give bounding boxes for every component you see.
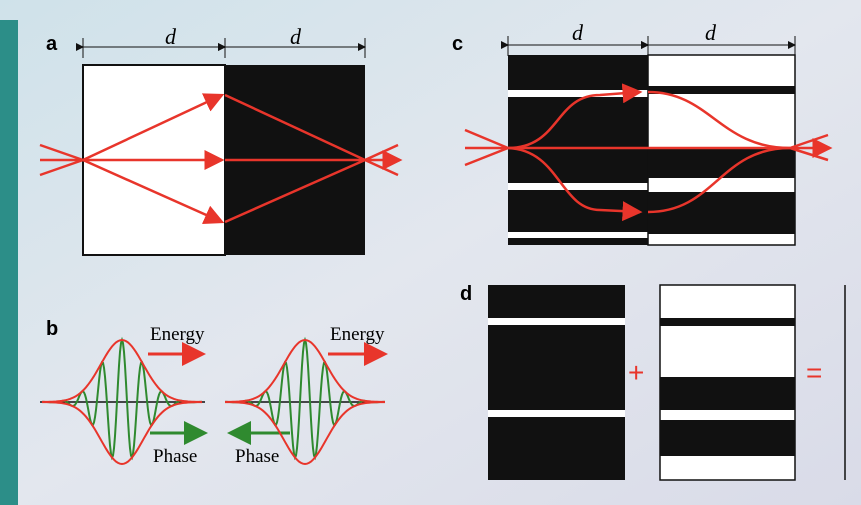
ray	[82, 158, 225, 225]
stripe	[508, 183, 648, 190]
stripe	[508, 232, 648, 238]
ray	[647, 90, 791, 214]
panel-b: b Energy Phase Energy Phase	[40, 318, 388, 467]
band	[648, 148, 795, 178]
band	[648, 192, 795, 234]
envelope	[225, 401, 385, 466]
ray	[789, 135, 830, 160]
panel-label: d	[460, 283, 472, 305]
ray	[82, 93, 225, 162]
stripe	[488, 318, 625, 325]
ray	[507, 146, 643, 222]
dark-medium	[488, 285, 625, 480]
ray	[507, 83, 643, 150]
ray	[364, 145, 400, 175]
side-strip	[0, 20, 18, 505]
width-label: d	[165, 24, 177, 49]
plus: +	[628, 357, 644, 388]
envelope	[42, 338, 202, 403]
width-label: d	[290, 24, 302, 49]
ray	[464, 128, 509, 167]
phase-label: Phase	[153, 446, 197, 467]
panel-d: d + =	[460, 283, 846, 481]
stripe	[488, 410, 625, 417]
band	[660, 420, 795, 456]
dark-medium	[508, 55, 648, 245]
band	[648, 86, 795, 94]
width-label: d	[572, 20, 584, 45]
panel-label: b	[46, 318, 58, 340]
stripe	[508, 90, 648, 97]
panel-c: c d d	[452, 20, 830, 246]
energy-label: Energy	[150, 324, 205, 345]
phase-label: Phase	[235, 446, 279, 467]
envelope	[42, 401, 202, 466]
panel-a: a d d	[39, 24, 400, 256]
envelope	[225, 338, 385, 403]
panel-label: c	[452, 33, 463, 55]
equals: =	[806, 357, 822, 388]
panel-label: a	[46, 33, 58, 55]
band	[660, 377, 795, 410]
width-label: d	[705, 20, 717, 45]
band	[660, 318, 795, 326]
ray	[224, 93, 366, 224]
energy-label: Energy	[330, 324, 385, 345]
ray	[39, 143, 84, 177]
